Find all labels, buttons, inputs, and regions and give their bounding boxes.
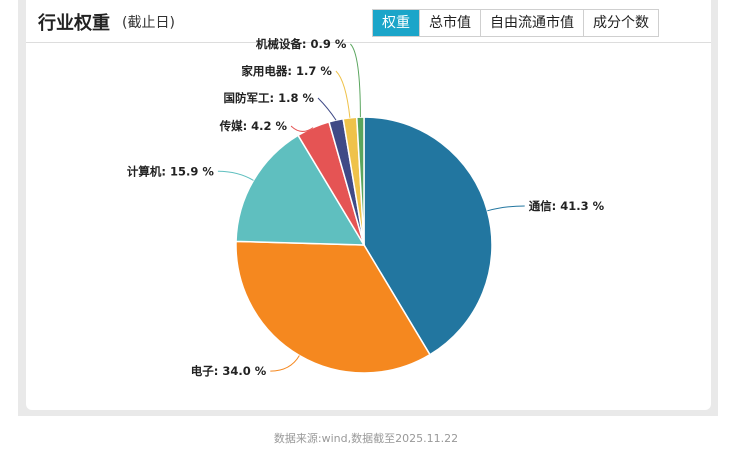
chart-card: 行业权重 (截止日) 权重 总市值 自由流通市值 成分个数 通信: 41.3 %… [26, 0, 711, 410]
tab-total-market-cap[interactable]: 总市值 [419, 10, 480, 36]
card-header: 行业权重 (截止日) 权重 总市值 自由流通市值 成分个数 [26, 0, 711, 43]
metric-tabs: 权重 总市值 自由流通市值 成分个数 [372, 9, 659, 37]
tab-free-float-market-cap[interactable]: 自由流通市值 [480, 10, 583, 36]
chart-subtitle: (截止日) [122, 15, 175, 31]
tab-weight[interactable]: 权重 [373, 10, 419, 36]
pie-leader-line [335, 70, 351, 118]
pie-slices [235, 116, 493, 374]
pie-label: 机械设备: 0.9 % [256, 37, 347, 51]
data-source-note: 数据来源:wind,数据截至2025.11.22 [273, 432, 459, 445]
pie-leader-line [317, 97, 337, 121]
pie-leader-line [350, 43, 361, 118]
pie-leader-line [487, 205, 525, 212]
pie-label: 传媒: 4.2 % [219, 119, 288, 133]
pie-label: 电子: 34.0 % [191, 364, 267, 378]
pie-chart: 通信: 41.3 % 电子: 34.0 % 计算机: 15.9 % 传媒: 4.2 %… [127, 37, 605, 378]
pie-label: 家用电器: 1.7 % [241, 64, 332, 78]
pie-leader-line [217, 170, 254, 181]
pie-leader-line [290, 125, 314, 132]
pie-leader-line [270, 355, 300, 372]
pie-label: 国防军工: 1.8 % [223, 91, 314, 105]
pie-leader-lines [217, 43, 525, 372]
tab-constituent-count[interactable]: 成分个数 [583, 10, 658, 36]
pie-label: 计算机: 15.9 % [127, 164, 214, 178]
chart-title: 行业权重 [38, 13, 110, 34]
pie-labels: 通信: 41.3 % 电子: 34.0 % 计算机: 15.9 % 传媒: 4.2 %… [127, 37, 605, 378]
pie-label: 通信: 41.3 % [529, 199, 605, 213]
